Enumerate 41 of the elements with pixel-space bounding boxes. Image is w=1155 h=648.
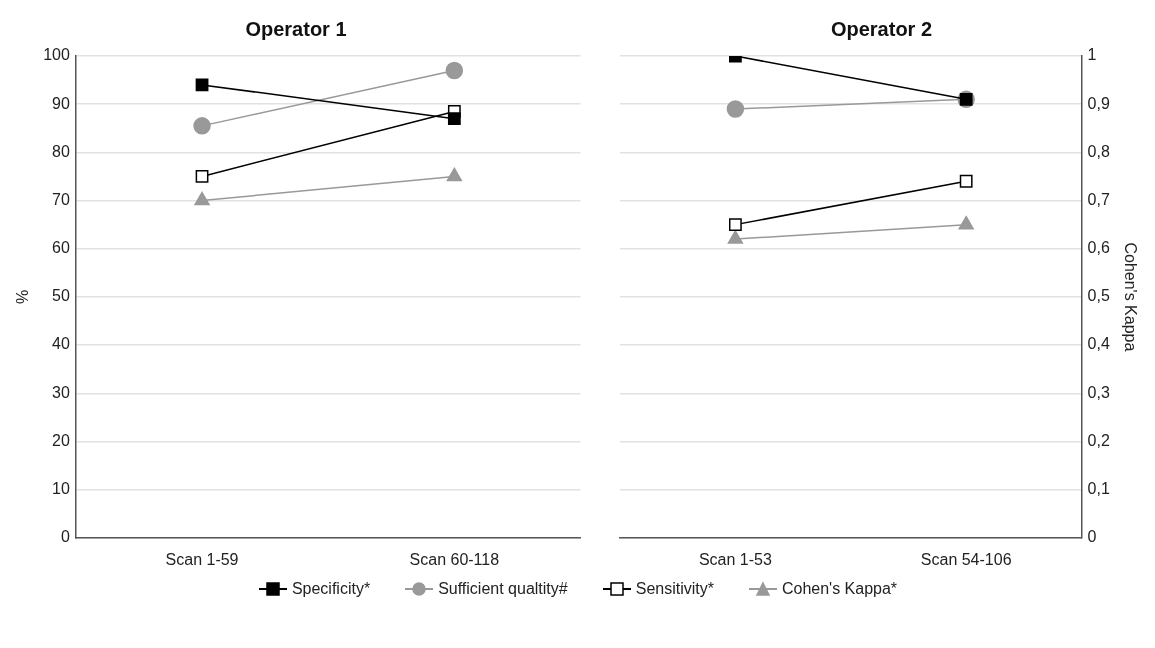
text: 0 xyxy=(1087,528,1097,546)
text: 0,4 xyxy=(1087,335,1110,353)
point xyxy=(447,112,461,126)
chart-title: Operator 1 xyxy=(245,17,347,40)
y-axis-title: % xyxy=(14,289,32,305)
text: 0,3 xyxy=(1087,383,1110,401)
y-tick-label: 100 xyxy=(43,46,70,64)
text: 0,8 xyxy=(1087,142,1110,160)
x-tick-label: Scan 1-59 xyxy=(165,550,239,568)
y-tick-label: 30 xyxy=(52,383,70,401)
y-tick-label: 10 xyxy=(52,480,70,498)
y-tick-label: 60 xyxy=(52,239,70,257)
text: 0,7 xyxy=(1087,190,1110,208)
text: 0,6 xyxy=(1087,239,1110,257)
y2-axis-title: Cohen's Kappa xyxy=(1121,242,1139,352)
x-tick-label: Scan 54-106 xyxy=(920,550,1012,568)
x-tick-label: Scan 60-118 xyxy=(409,550,500,568)
legend-label: Sufficient qualtity# xyxy=(438,580,568,598)
y-tick-label: 50 xyxy=(52,287,70,305)
point xyxy=(959,174,973,188)
y-tick-label: 80 xyxy=(52,142,70,160)
point xyxy=(445,61,464,80)
text: 0,9 xyxy=(1087,94,1110,112)
text: 1 xyxy=(1087,46,1097,64)
legend-label: Sensitivity* xyxy=(635,580,714,598)
y-tick-label: 90 xyxy=(52,94,70,112)
legend-label: Specificity* xyxy=(291,580,371,598)
text: 0,5 xyxy=(1087,287,1110,305)
point xyxy=(193,117,211,135)
text: 0,1 xyxy=(1087,480,1110,498)
x-tick-label: Scan 1-53 xyxy=(698,550,772,568)
legend-label: Cohen's Kappa* xyxy=(781,580,898,598)
text: 0,2 xyxy=(1087,431,1110,449)
y-tick-label: 40 xyxy=(52,335,70,353)
point xyxy=(728,218,742,232)
point xyxy=(726,100,745,118)
point xyxy=(195,170,209,183)
chart-title: Operator 2 xyxy=(830,17,933,40)
y-tick-label: 20 xyxy=(52,431,70,449)
y-tick-label: 70 xyxy=(52,190,70,208)
y-tick-label: 0 xyxy=(60,528,70,546)
